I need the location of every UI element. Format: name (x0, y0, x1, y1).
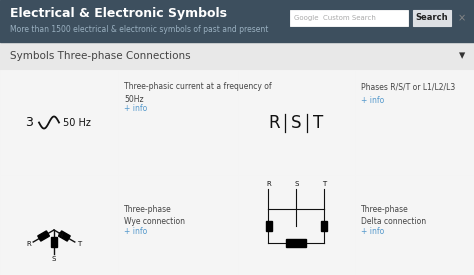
Text: S: S (291, 114, 302, 131)
Text: Search: Search (416, 13, 448, 23)
Text: ×: × (458, 13, 466, 23)
Text: R: R (269, 114, 280, 131)
Bar (321, 221, 328, 231)
Text: N: N (57, 232, 62, 238)
Bar (355, 70, 474, 175)
Bar (0, 175, 118, 275)
Text: ▾: ▾ (459, 50, 465, 62)
Text: Three-phase
Delta connection: Three-phase Delta connection (361, 205, 426, 227)
Bar (413, 10, 451, 26)
Text: Electrical & Electronic Symbols: Electrical & Electronic Symbols (10, 7, 227, 20)
Bar (118, 175, 238, 275)
Text: Symbols Three-phase Connections: Symbols Three-phase Connections (10, 51, 191, 61)
Bar (286, 239, 307, 247)
Text: 3: 3 (25, 116, 33, 129)
Text: + info: + info (124, 227, 147, 236)
Text: S: S (52, 256, 56, 262)
Text: + info: + info (361, 96, 384, 105)
Bar (59, 231, 70, 241)
Text: Google  Custom Search: Google Custom Search (294, 15, 376, 21)
Bar (0, 70, 118, 175)
Text: T: T (313, 114, 324, 131)
Text: Phases R/S/T or L1/L2/L3: Phases R/S/T or L1/L2/L3 (361, 82, 455, 91)
Text: Three-phasic current at a frequency of
50Hz: Three-phasic current at a frequency of 5… (124, 82, 272, 103)
Bar (238, 70, 355, 175)
Text: T: T (322, 181, 327, 187)
Bar (0, 42, 474, 70)
Text: + info: + info (361, 227, 384, 236)
Text: 50 Hz: 50 Hz (63, 117, 91, 128)
Bar (38, 231, 49, 241)
Bar (265, 221, 272, 231)
Text: R: R (266, 181, 271, 187)
Text: S: S (294, 181, 299, 187)
Text: + info: + info (124, 104, 147, 113)
Text: R: R (27, 241, 31, 248)
Bar (355, 175, 474, 275)
Bar (118, 70, 238, 175)
Text: More than 1500 electrical & electronic symbols of past and present: More than 1500 electrical & electronic s… (10, 26, 268, 34)
Text: Three-phase
Wye connection: Three-phase Wye connection (124, 205, 185, 227)
Bar (0, 0, 474, 42)
Text: T: T (77, 241, 81, 248)
Bar (51, 237, 57, 247)
Bar (290, 10, 408, 26)
Bar (238, 175, 355, 275)
